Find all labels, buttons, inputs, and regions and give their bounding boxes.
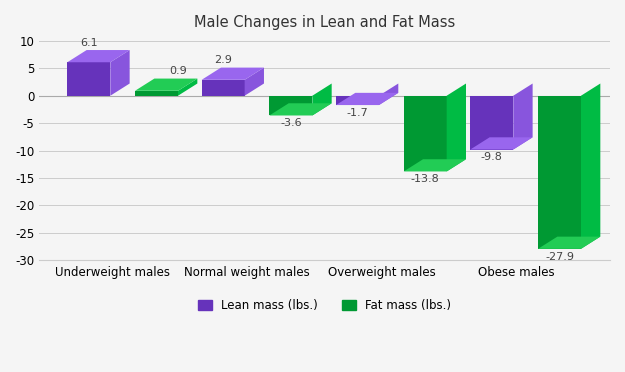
Text: -27.9: -27.9 [545,251,574,262]
Title: Male Changes in Lean and Fat Mass: Male Changes in Lean and Fat Mass [194,15,455,30]
Polygon shape [110,50,129,96]
Text: 6.1: 6.1 [80,38,98,48]
Polygon shape [244,68,264,96]
Polygon shape [312,83,332,115]
Bar [538,96,581,249]
Bar [269,96,312,115]
Bar [404,96,447,171]
Text: 0.9: 0.9 [169,66,187,76]
Text: 2.9: 2.9 [214,55,232,65]
Polygon shape [68,50,129,62]
Bar [202,80,244,96]
Polygon shape [269,103,332,115]
Bar [470,96,513,150]
Polygon shape [336,93,398,105]
Polygon shape [202,68,264,80]
Text: -9.8: -9.8 [481,152,502,162]
Legend: Lean mass (lbs.), Fat mass (lbs.): Lean mass (lbs.), Fat mass (lbs.) [193,294,456,317]
Text: -13.8: -13.8 [411,174,439,184]
Polygon shape [404,159,466,171]
Polygon shape [538,237,601,249]
Polygon shape [581,83,601,249]
Polygon shape [513,83,532,150]
Polygon shape [470,137,532,150]
Bar [336,96,379,105]
Polygon shape [379,83,398,105]
Text: -3.6: -3.6 [280,118,302,128]
Polygon shape [447,83,466,171]
Polygon shape [135,78,198,91]
Bar [68,62,110,96]
Bar [135,91,178,96]
Text: -1.7: -1.7 [347,108,368,118]
Polygon shape [178,78,198,96]
